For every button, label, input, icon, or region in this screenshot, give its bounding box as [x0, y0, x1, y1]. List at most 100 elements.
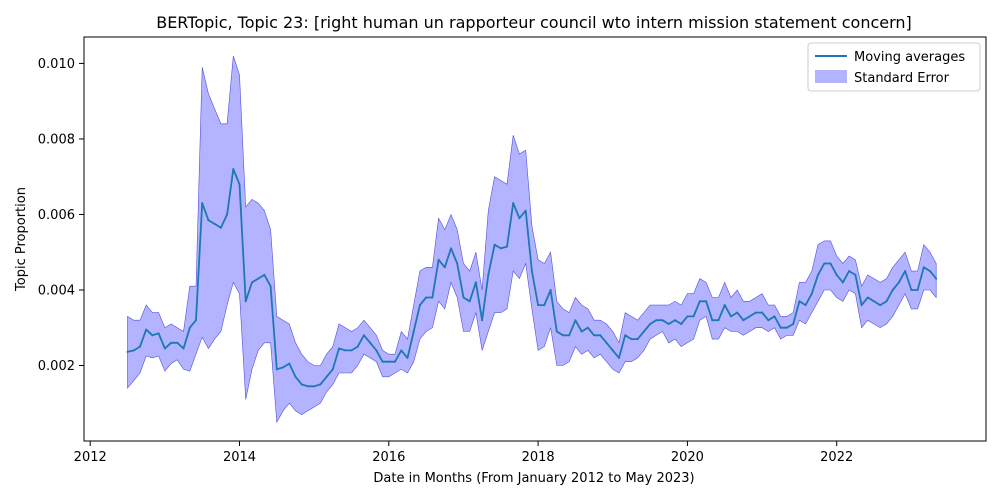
y-axis-label: Topic Proportion: [14, 187, 29, 292]
moving-average-point: [736, 311, 739, 314]
moving-average-point: [742, 319, 745, 322]
moving-average-point: [506, 245, 508, 248]
moving-average-point: [798, 300, 801, 303]
moving-average-point: [891, 289, 894, 291]
moving-average-point: [145, 328, 148, 331]
plot-area: [126, 55, 938, 424]
moving-average-point: [207, 219, 210, 222]
moving-average-point: [935, 277, 938, 280]
moving-average-point: [151, 334, 154, 337]
moving-average-point: [630, 338, 633, 341]
moving-average-point: [860, 304, 863, 307]
moving-average-point: [319, 383, 322, 386]
moving-average-point: [904, 270, 907, 273]
legend: Moving averages Standard Error: [807, 42, 981, 92]
moving-average-point: [188, 326, 191, 329]
moving-average-point: [711, 319, 714, 322]
moving-average-point: [263, 273, 266, 276]
moving-average-point: [512, 202, 515, 205]
legend-standard-error: Standard Error: [854, 71, 950, 86]
moving-average-point: [810, 292, 813, 295]
moving-average-point: [244, 300, 247, 303]
moving-average-point: [313, 385, 316, 388]
legend-moving-averages: Moving averages: [854, 50, 965, 65]
moving-average-point: [499, 247, 502, 250]
moving-average-point: [593, 334, 596, 337]
moving-average-point: [767, 319, 770, 322]
moving-average-point: [257, 277, 260, 280]
moving-average-point: [282, 366, 285, 369]
chart-title: BERTopic, Topic 23: [right human un rapp…: [156, 13, 912, 32]
moving-average-point: [730, 315, 732, 318]
plot-frame: [83, 36, 987, 442]
moving-average-point: [462, 296, 465, 299]
moving-average-point: [356, 345, 359, 348]
moving-average-point: [132, 349, 135, 352]
moving-average-point: [792, 323, 795, 325]
y-tick-label: 0.002: [38, 359, 75, 374]
moving-average-point: [568, 334, 571, 337]
moving-average-point: [779, 326, 782, 329]
moving-average-point: [530, 270, 533, 273]
moving-average-point: [518, 217, 521, 220]
standard-error-band: [127, 55, 937, 424]
moving-average-point: [897, 281, 900, 284]
moving-average-point: [599, 334, 602, 337]
moving-average-point: [910, 289, 913, 291]
moving-average-point: [219, 226, 222, 229]
moving-average-point: [431, 296, 434, 299]
moving-average-point: [325, 375, 328, 378]
moving-average-point: [306, 385, 309, 388]
x-tick-label: 2014: [223, 450, 256, 465]
moving-average-point: [723, 304, 726, 307]
moving-average-point: [157, 332, 160, 335]
legend-box: [807, 42, 981, 92]
moving-average-point: [823, 262, 826, 265]
moving-average-point: [674, 319, 676, 322]
moving-average-point: [213, 222, 216, 225]
moving-average-point: [269, 285, 272, 288]
moving-average-point: [885, 300, 888, 303]
moving-average-point: [238, 183, 241, 186]
moving-average-point: [481, 319, 484, 322]
moving-average-point: [176, 341, 179, 344]
moving-average-point: [344, 349, 347, 352]
moving-average-point: [381, 360, 384, 363]
moving-average-point: [804, 304, 807, 307]
moving-average-point: [605, 341, 608, 344]
moving-average-point: [425, 296, 428, 299]
moving-average-point: [873, 300, 875, 303]
moving-average-point: [549, 289, 552, 291]
moving-average-point: [300, 383, 303, 386]
moving-average-point: [139, 345, 141, 348]
moving-average-point: [555, 330, 558, 333]
moving-average-point: [375, 349, 378, 352]
moving-average-point: [698, 300, 701, 303]
y-axis-ticks: 0.002 0.004 0.006 0.008 0.010: [38, 57, 84, 374]
moving-average-point: [537, 304, 540, 307]
moving-average-point: [232, 168, 235, 171]
moving-average-point: [785, 326, 788, 329]
moving-average-point: [288, 362, 291, 365]
x-tick-label: 2012: [74, 450, 107, 465]
moving-average-point: [586, 326, 589, 329]
moving-average-point: [387, 360, 390, 363]
x-tick-label: 2022: [820, 450, 853, 465]
moving-average-point: [705, 300, 708, 303]
y-tick-label: 0.010: [38, 57, 75, 72]
moving-average-point: [450, 247, 452, 250]
moving-average-point: [201, 202, 204, 205]
x-tick-label: 2020: [671, 450, 704, 465]
moving-average-point: [649, 323, 652, 325]
moving-average-point: [126, 350, 129, 353]
moving-average-point: [866, 296, 869, 299]
moving-average-point: [642, 330, 645, 333]
moving-average-point: [456, 262, 459, 265]
moving-average-point: [406, 356, 409, 359]
moving-average-point: [686, 315, 689, 318]
moving-average-point: [835, 273, 838, 276]
moving-average-point: [624, 334, 627, 337]
moving-average-point: [275, 368, 278, 371]
